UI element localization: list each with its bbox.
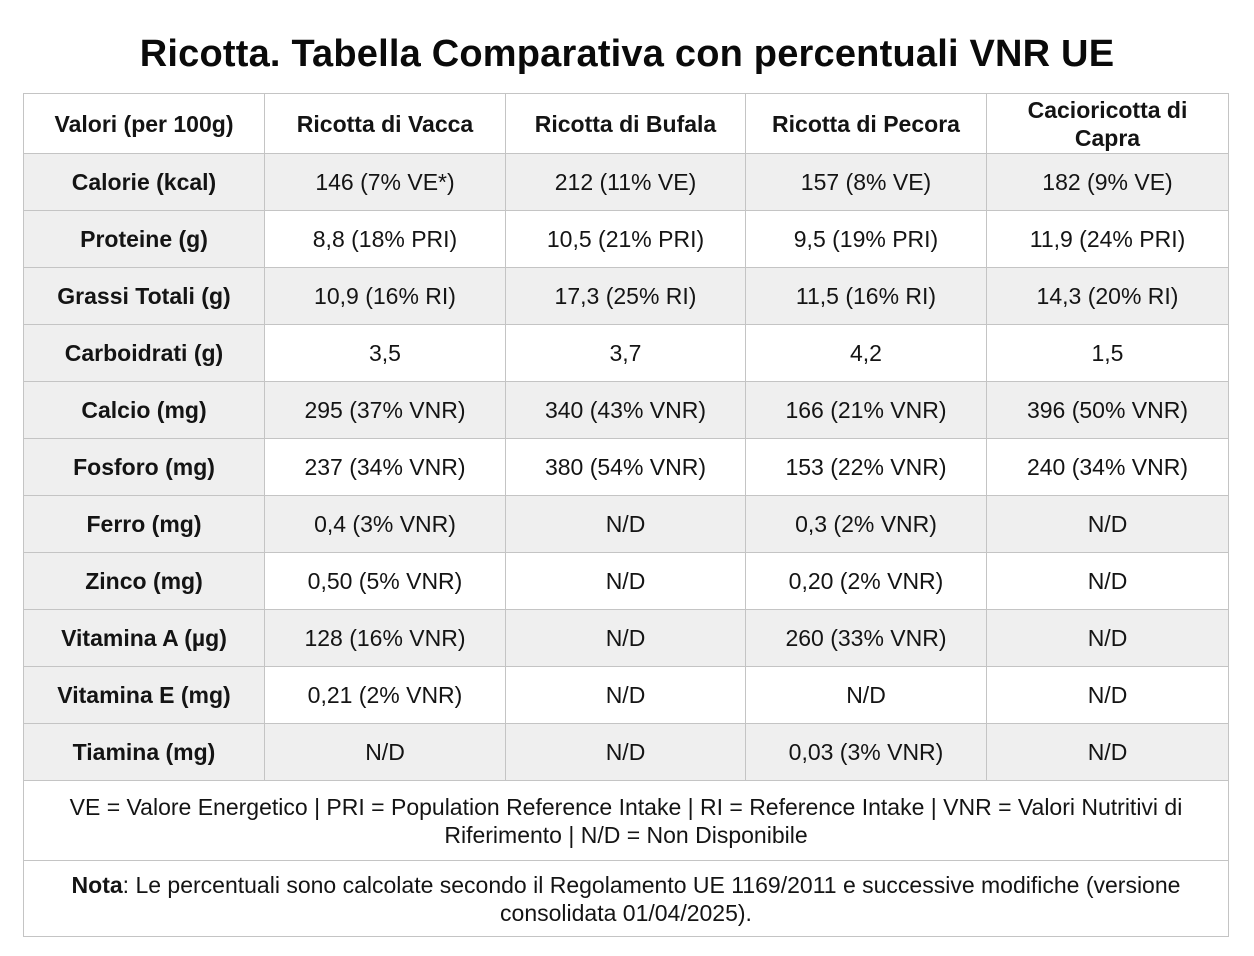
table-row: Fosforo (mg) 237 (34% VNR) 380 (54% VNR)… (23, 438, 1229, 496)
table-row: Vitamina E (mg) 0,21 (2% VNR) N/D N/D N/… (23, 666, 1229, 724)
table-cell: 10,9 (16% RI) (264, 267, 506, 325)
table-cell: 166 (21% VNR) (745, 381, 987, 439)
note-row: Nota: Le percentuali sono calcolate seco… (23, 860, 1229, 937)
table-cell: 340 (43% VNR) (505, 381, 746, 439)
table-row: Tiamina (mg) N/D N/D 0,03 (3% VNR) N/D (23, 723, 1229, 781)
table-cell: 14,3 (20% RI) (986, 267, 1229, 325)
table-cell: 8,8 (18% PRI) (264, 210, 506, 268)
column-header-vacca: Ricotta di Vacca (264, 93, 506, 154)
table-cell: N/D (745, 666, 987, 724)
page-title: Ricotta. Tabella Comparativa con percent… (139, 33, 1115, 75)
table-header-row: Valori (per 100g) Ricotta di Vacca Ricot… (23, 93, 1229, 154)
table-cell: 212 (11% VE) (505, 153, 746, 211)
row-label: Calcio (mg) (23, 381, 265, 439)
table-cell: N/D (264, 723, 506, 781)
table-cell: 3,7 (505, 324, 746, 382)
column-header-values: Valori (per 100g) (23, 93, 265, 154)
legend-row: VE = Valore Energetico | PRI = Populatio… (23, 780, 1229, 861)
table-cell: N/D (986, 495, 1229, 553)
row-label: Fosforo (mg) (23, 438, 265, 496)
column-header-bufala: Ricotta di Bufala (505, 93, 746, 154)
row-label: Calorie (kcal) (23, 153, 265, 211)
table-cell: N/D (986, 552, 1229, 610)
table-cell: 11,9 (24% PRI) (986, 210, 1229, 268)
table-cell: 3,5 (264, 324, 506, 382)
table-cell: 17,3 (25% RI) (505, 267, 746, 325)
table-cell: 11,5 (16% RI) (745, 267, 987, 325)
row-label: Zinco (mg) (23, 552, 265, 610)
table-cell: 260 (33% VNR) (745, 609, 987, 667)
table-cell: 153 (22% VNR) (745, 438, 987, 496)
table-cell: 182 (9% VE) (986, 153, 1229, 211)
table-cell: N/D (505, 666, 746, 724)
table-cell: 240 (34% VNR) (986, 438, 1229, 496)
table-row: Zinco (mg) 0,50 (5% VNR) N/D 0,20 (2% VN… (23, 552, 1229, 610)
table-cell: 0,3 (2% VNR) (745, 495, 987, 553)
row-label: Vitamina A (µg) (23, 609, 265, 667)
table-cell: 0,50 (5% VNR) (264, 552, 506, 610)
row-label: Grassi Totali (g) (23, 267, 265, 325)
table-cell: 146 (7% VE*) (264, 153, 506, 211)
table-row: Vitamina A (µg) 128 (16% VNR) N/D 260 (3… (23, 609, 1229, 667)
table-cell: 0,4 (3% VNR) (264, 495, 506, 553)
table-cell: 0,20 (2% VNR) (745, 552, 987, 610)
table-cell: 0,21 (2% VNR) (264, 666, 506, 724)
table-cell: 157 (8% VE) (745, 153, 987, 211)
table-cell: N/D (505, 495, 746, 553)
table-cell: 0,03 (3% VNR) (745, 723, 987, 781)
row-label: Proteine (g) (23, 210, 265, 268)
table-cell: 380 (54% VNR) (505, 438, 746, 496)
abbreviations-legend: VE = Valore Energetico | PRI = Populatio… (23, 780, 1229, 861)
table-cell: 128 (16% VNR) (264, 609, 506, 667)
table-cell: N/D (986, 666, 1229, 724)
table-cell: 237 (34% VNR) (264, 438, 506, 496)
table-cell: 396 (50% VNR) (986, 381, 1229, 439)
comparison-table: Valori (per 100g) Ricotta di Vacca Ricot… (23, 93, 1229, 937)
table-cell: N/D (505, 552, 746, 610)
table-cell: N/D (505, 609, 746, 667)
column-header-capra: Cacioricotta di Capra (986, 93, 1229, 154)
column-header-pecora: Ricotta di Pecora (745, 93, 987, 154)
table-cell: N/D (986, 609, 1229, 667)
row-label: Tiamina (mg) (23, 723, 265, 781)
table-row: Calcio (mg) 295 (37% VNR) 340 (43% VNR) … (23, 381, 1229, 439)
table-row: Proteine (g) 8,8 (18% PRI) 10,5 (21% PRI… (23, 210, 1229, 268)
row-label: Vitamina E (mg) (23, 666, 265, 724)
table-cell: N/D (505, 723, 746, 781)
table-cell: N/D (986, 723, 1229, 781)
table-row: Grassi Totali (g) 10,9 (16% RI) 17,3 (25… (23, 267, 1229, 325)
table-cell: 9,5 (19% PRI) (745, 210, 987, 268)
row-label: Ferro (mg) (23, 495, 265, 553)
table-cell: 10,5 (21% PRI) (505, 210, 746, 268)
row-label: Carboidrati (g) (23, 324, 265, 382)
footnote: Nota: Le percentuali sono calcolate seco… (23, 860, 1229, 937)
table-cell: 1,5 (986, 324, 1229, 382)
table-row: Calorie (kcal) 146 (7% VE*) 212 (11% VE)… (23, 153, 1229, 211)
table-row: Ferro (mg) 0,4 (3% VNR) N/D 0,3 (2% VNR)… (23, 495, 1229, 553)
table-cell: 295 (37% VNR) (264, 381, 506, 439)
table-cell: 4,2 (745, 324, 987, 382)
note-label: Nota (71, 871, 123, 898)
note-text: : Le percentuali sono calcolate secondo … (122, 871, 1181, 926)
table-row: Carboidrati (g) 3,5 3,7 4,2 1,5 (23, 324, 1229, 382)
